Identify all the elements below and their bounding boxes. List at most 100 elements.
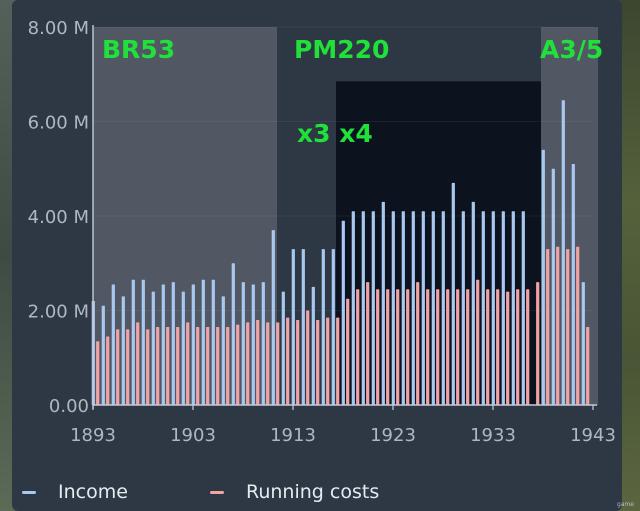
running-costs-bar-1908: [246, 322, 250, 405]
income-bar-1931: [471, 201, 475, 405]
income-bar-1928: [441, 211, 445, 405]
running-costs-bar-1925: [416, 282, 420, 405]
running-costs-bar-1905: [216, 327, 220, 405]
income-bar-1920: [361, 211, 365, 405]
income-bar-1940: [561, 100, 565, 406]
running-costs-bar-1918: [346, 298, 350, 405]
income-bar-1927: [431, 211, 435, 405]
band-label-a3-5: A3/5: [540, 35, 603, 64]
income-bar-1916: [321, 249, 325, 405]
income-bar-1912: [281, 291, 285, 405]
income-bar-1905: [211, 279, 215, 405]
running-costs-bar-1919: [356, 289, 360, 405]
income-bar-1897: [131, 279, 135, 405]
running-costs-bar-1901: [176, 327, 180, 405]
band-label-pm220: PM220: [294, 35, 389, 64]
x-tick-label: 1943: [570, 425, 616, 446]
running-costs-bar-1910: [266, 322, 270, 405]
running-costs-bar-1917: [336, 317, 340, 405]
running-costs-bar-1903: [196, 327, 200, 405]
running-costs-bar-1894: [106, 336, 110, 405]
running-costs-bar-1898: [146, 329, 150, 405]
running-costs-bar-1916: [326, 317, 330, 405]
running-costs-bar-1926: [426, 289, 430, 405]
running-costs-bar-1900: [166, 327, 170, 405]
income-bar-1896: [121, 296, 125, 405]
running-costs-bar-1909: [256, 319, 260, 405]
running-costs-bar-1936: [526, 289, 530, 405]
income-bar-1906: [221, 296, 225, 405]
running-costs-bar-1923: [396, 289, 400, 405]
income-bar-1921: [371, 211, 375, 405]
income-bar-1901: [171, 282, 175, 405]
income-bar-1926: [421, 211, 425, 405]
income-bar-1904: [201, 279, 205, 405]
running-costs-bar-1924: [406, 289, 410, 405]
income-bar-1900: [161, 284, 165, 405]
y-tick-label: 0.00: [49, 396, 89, 417]
band-label-br53: BR53: [102, 35, 175, 64]
running-costs-bar-1914: [306, 310, 310, 405]
running-costs-bar-1896: [126, 329, 130, 405]
running-costs-bar-1913: [296, 319, 300, 405]
x-tick-label: 1923: [370, 425, 416, 446]
income-bar-1898: [141, 279, 145, 405]
income-bar-1924: [401, 211, 405, 405]
income-bar-1910: [261, 282, 265, 405]
running-costs-bar-1939: [556, 246, 560, 405]
annotation-x3-x4: x3 x4: [297, 119, 373, 148]
running-costs-bar-1921: [376, 289, 380, 405]
income-bar-1939: [551, 168, 555, 405]
x-tick-label: 1913: [270, 425, 316, 446]
legend-income-label: Income: [58, 481, 128, 503]
income-bar-1935: [511, 211, 515, 405]
income-bar-1911: [271, 230, 275, 405]
income-bar-1929: [451, 182, 455, 405]
income-bar-1918: [341, 220, 345, 405]
x-tick-label: 1933: [470, 425, 516, 446]
running-costs-bar-1911: [276, 322, 280, 405]
income-bar-1925: [411, 211, 415, 405]
income-bar-1903: [191, 284, 195, 405]
income-bar-1895: [111, 284, 115, 405]
watermark: game: [616, 501, 634, 508]
income-bar-1936: [521, 211, 525, 405]
running-costs-bar-1941: [576, 246, 580, 405]
running-costs-bar-1912: [286, 317, 290, 405]
running-costs-bar-1942: [586, 327, 590, 405]
running-costs-bar-1893: [96, 341, 100, 405]
running-costs-bar-1899: [156, 327, 160, 405]
income-bar-1930: [461, 211, 465, 405]
legend-income: Income: [22, 478, 128, 506]
income-bar-1913: [291, 249, 295, 405]
running-costs-bar-1929: [456, 289, 460, 405]
x-tick-label: 1893: [70, 425, 116, 446]
running-costs-bar-1933: [496, 289, 500, 405]
income-bar-1907: [231, 263, 235, 405]
y-tick-label: 4.00 M: [28, 207, 89, 228]
y-tick-label: 8.00 M: [28, 18, 89, 39]
running-costs-bar-1928: [446, 289, 450, 405]
income-bar-1933: [491, 211, 495, 405]
income-bar-1919: [351, 211, 355, 405]
running-costs-bar-1920: [366, 282, 370, 405]
running-costs-bar-1915: [316, 319, 320, 405]
running-costs-bar-1938: [546, 249, 550, 405]
y-tick-label: 2.00 M: [28, 302, 89, 323]
income-bar-1894: [101, 305, 105, 405]
income-bar-1932: [481, 211, 485, 405]
running-costs-bar-1902: [186, 322, 190, 405]
legend-running-costs: Running costs: [210, 478, 379, 506]
running-costs-bar-1904: [206, 327, 210, 405]
running-costs-bar-1897: [136, 322, 140, 405]
income-bar-1909: [251, 284, 255, 405]
running-costs-bar-1895: [116, 329, 120, 405]
running-costs-bar-1935: [516, 289, 520, 405]
income-bar-1914: [301, 249, 305, 405]
income-bar-1942: [581, 282, 585, 405]
income-bar-1938: [541, 149, 545, 405]
income-bar-1923: [391, 211, 395, 405]
income-bar-1934: [501, 211, 505, 405]
legend-costs-swatch: [210, 490, 224, 494]
